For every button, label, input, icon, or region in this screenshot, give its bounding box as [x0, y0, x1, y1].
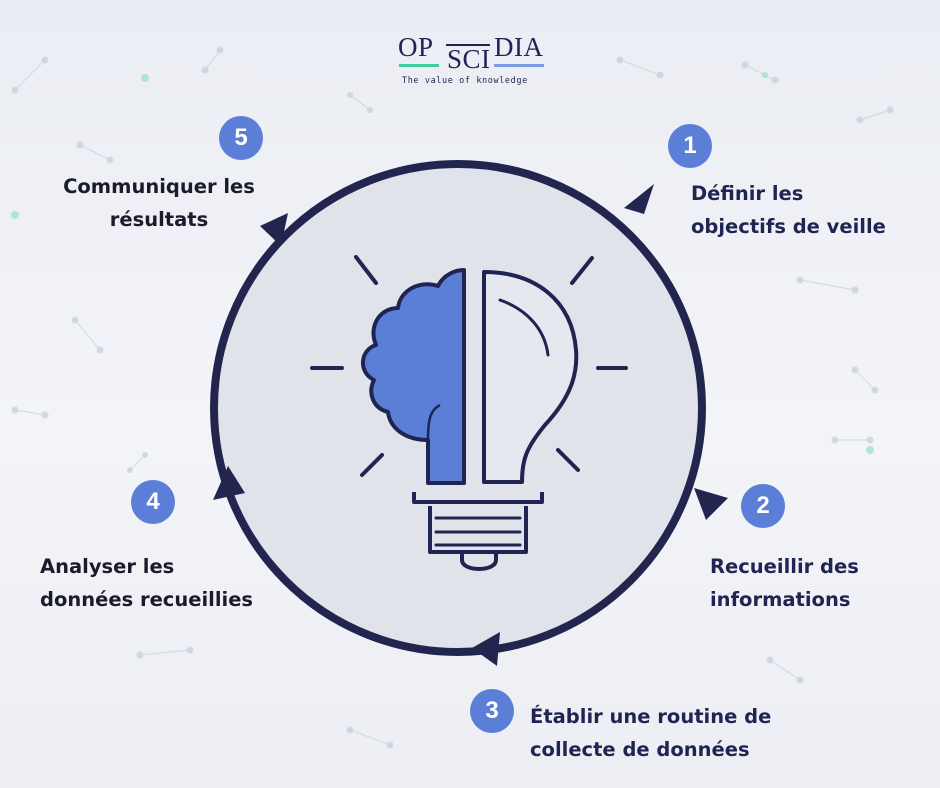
cycle-arrow-1 [624, 184, 654, 214]
cycle-arrow-5 [260, 213, 288, 246]
logo-word-dia: DIA [494, 32, 544, 62]
logo-word-sci: SCI [447, 44, 491, 74]
step-3-line-1: Établir une routine de [530, 705, 772, 728]
logo-accent-teal [399, 64, 439, 67]
step-3-label: Établir une routine de collecte de donné… [530, 700, 771, 766]
step-4-line-2: données recueillies [40, 588, 254, 611]
step-5-line-1: Communiquer les [63, 175, 255, 198]
step-2-line-2: informations [710, 588, 851, 611]
cycle-arrow-4 [213, 466, 245, 500]
step-4-line-1: Analyser les [40, 555, 175, 578]
step-2-label: Recueillir des informations [710, 550, 859, 616]
step-2-line-1: Recueillir des [710, 555, 859, 578]
step-1-line-2: objectifs de veille [691, 215, 886, 238]
step-5-line-2: résultats [109, 208, 209, 231]
cycle-arrow-3 [472, 632, 500, 666]
cycle-arrow-2 [694, 488, 728, 520]
step-5-badge: 5 [219, 116, 263, 160]
step-5-label: Communiquer les résultats [50, 170, 268, 236]
brand-tagline: The value of knowledge [402, 76, 528, 86]
cycle-ring [210, 160, 706, 656]
logo-accent-blue [494, 64, 544, 67]
step-3-badge: 3 [470, 689, 514, 733]
step-4-badge: 4 [131, 480, 175, 524]
step-1-badge: 1 [668, 124, 712, 168]
brand-logo: OP SCI DIA The value of knowledge [396, 32, 546, 92]
logo-word-op: OP [398, 32, 434, 62]
step-1-line-1: Définir les [691, 182, 804, 205]
step-3-line-2: collecte de données [530, 738, 750, 761]
lightbulb-brain-icon [310, 255, 628, 571]
step-1-label: Définir les objectifs de veille [691, 177, 886, 243]
step-4-label: Analyser les données recueillies [40, 550, 253, 616]
logo-accent-navy [446, 44, 490, 46]
step-2-badge: 2 [741, 484, 785, 528]
